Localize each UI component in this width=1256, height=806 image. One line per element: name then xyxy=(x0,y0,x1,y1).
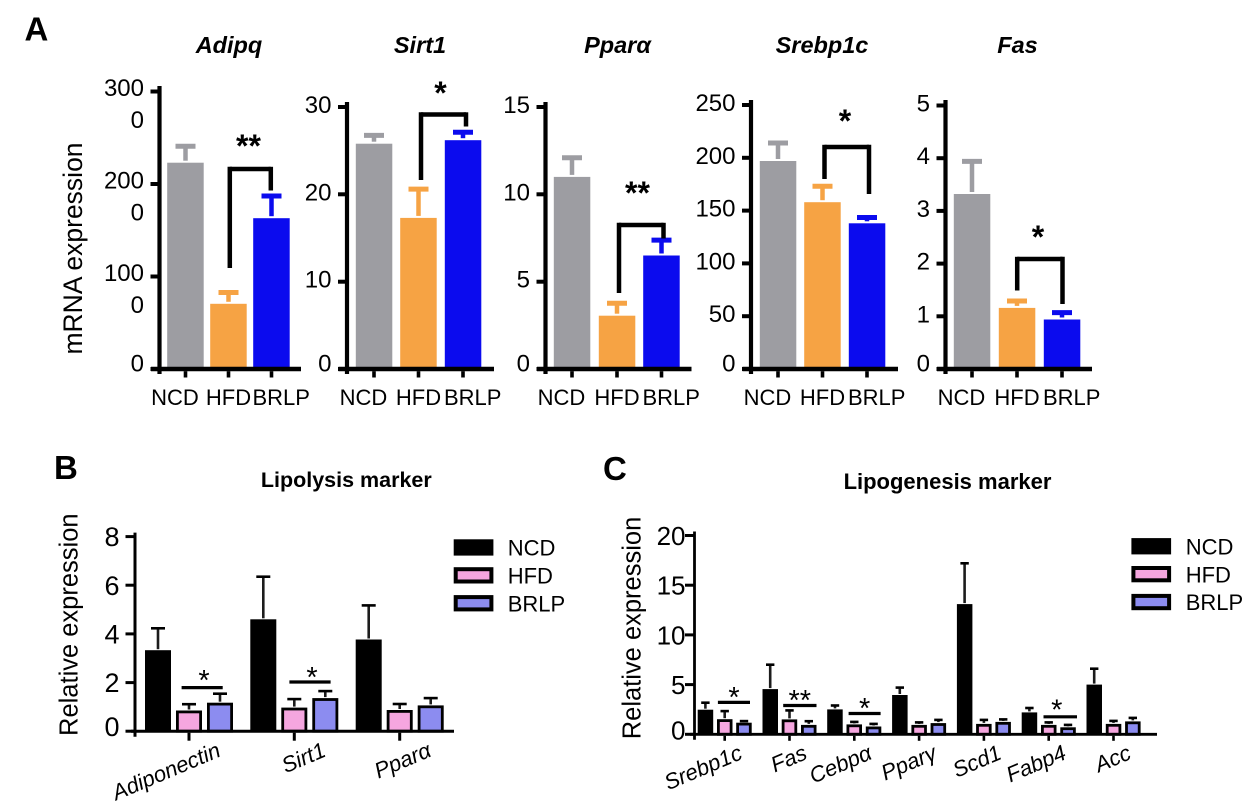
svg-text:mRNA expression: mRNA expression xyxy=(58,142,88,354)
svg-text:*: * xyxy=(198,665,209,697)
svg-text:Adipq: Adipq xyxy=(195,32,263,58)
svg-text:BRLP: BRLP xyxy=(444,385,501,410)
svg-text:5: 5 xyxy=(917,91,930,118)
svg-text:*: * xyxy=(306,662,317,694)
svg-text:HFD: HFD xyxy=(800,385,845,410)
svg-text:0: 0 xyxy=(671,715,685,745)
svg-text:10: 10 xyxy=(503,179,530,206)
svg-text:HFD: HFD xyxy=(206,385,251,410)
svg-text:30: 30 xyxy=(305,92,332,119)
svg-text:0: 0 xyxy=(517,351,530,378)
svg-text:5: 5 xyxy=(671,670,685,700)
svg-text:NCD: NCD xyxy=(1186,534,1234,559)
svg-text:0: 0 xyxy=(131,351,144,378)
svg-text:20: 20 xyxy=(657,521,686,551)
svg-text:0: 0 xyxy=(131,107,144,134)
svg-text:Sirt1: Sirt1 xyxy=(394,32,446,58)
svg-text:8: 8 xyxy=(104,522,119,552)
svg-text:*: * xyxy=(1032,219,1045,255)
svg-text:10: 10 xyxy=(657,620,686,650)
svg-text:100: 100 xyxy=(695,248,735,275)
svg-text:10: 10 xyxy=(305,267,332,294)
svg-text:NCD: NCD xyxy=(744,385,792,410)
svg-text:B: B xyxy=(54,449,78,486)
svg-text:**: ** xyxy=(789,685,812,717)
svg-text:0: 0 xyxy=(318,351,331,378)
svg-text:200: 200 xyxy=(695,143,735,170)
svg-text:*: * xyxy=(434,75,447,111)
svg-text:C: C xyxy=(603,450,627,487)
svg-text:50: 50 xyxy=(709,301,736,328)
svg-text:15: 15 xyxy=(657,571,686,601)
svg-text:A: A xyxy=(25,11,49,48)
svg-text:300: 300 xyxy=(104,75,144,102)
svg-text:0: 0 xyxy=(104,712,119,742)
svg-text:NCD: NCD xyxy=(508,536,556,561)
svg-text:NCD: NCD xyxy=(151,385,199,410)
svg-text:Srebp1c: Srebp1c xyxy=(776,32,869,58)
svg-text:0: 0 xyxy=(722,351,735,378)
svg-text:Fas: Fas xyxy=(997,32,1038,58)
svg-text:100: 100 xyxy=(104,260,144,287)
svg-text:1: 1 xyxy=(917,301,930,328)
svg-text:2: 2 xyxy=(104,668,119,698)
svg-text:*: * xyxy=(859,693,870,725)
svg-text:HFD: HFD xyxy=(396,385,441,410)
svg-text:15: 15 xyxy=(503,92,530,119)
svg-text:3: 3 xyxy=(917,196,930,223)
svg-text:**: ** xyxy=(236,128,261,164)
svg-text:0: 0 xyxy=(131,200,144,227)
svg-text:4: 4 xyxy=(104,619,119,649)
svg-text:NCD: NCD xyxy=(538,385,586,410)
svg-text:NCD: NCD xyxy=(340,385,388,410)
svg-text:HFD: HFD xyxy=(1186,562,1231,587)
svg-text:BRLP: BRLP xyxy=(252,385,309,410)
svg-text:Lipogenesis marker: Lipogenesis marker xyxy=(844,469,1052,494)
svg-text:NCD: NCD xyxy=(938,385,986,410)
svg-text:*: * xyxy=(728,682,739,714)
svg-text:6: 6 xyxy=(104,571,119,601)
svg-text:200: 200 xyxy=(104,168,144,195)
svg-text:4: 4 xyxy=(917,143,930,170)
svg-text:2: 2 xyxy=(917,249,930,276)
svg-text:HFD: HFD xyxy=(508,564,553,589)
svg-text:HFD: HFD xyxy=(994,385,1039,410)
svg-text:150: 150 xyxy=(695,196,735,223)
svg-text:5: 5 xyxy=(517,267,530,294)
svg-text:Lipolysis marker: Lipolysis marker xyxy=(261,468,433,492)
svg-text:250: 250 xyxy=(695,90,735,117)
svg-text:BRLP: BRLP xyxy=(848,385,905,410)
svg-text:0: 0 xyxy=(917,351,930,378)
svg-text:BRLP: BRLP xyxy=(1186,590,1243,615)
svg-text:BRLP: BRLP xyxy=(508,591,565,616)
svg-text:BRLP: BRLP xyxy=(642,385,699,410)
svg-text:Relative expression: Relative expression xyxy=(56,513,84,736)
svg-text:HFD: HFD xyxy=(594,385,639,410)
svg-text:*: * xyxy=(839,103,852,139)
svg-text:Pparα: Pparα xyxy=(584,32,652,58)
svg-text:*: * xyxy=(1051,695,1062,727)
svg-text:20: 20 xyxy=(305,179,332,206)
svg-text:BRLP: BRLP xyxy=(1043,385,1100,410)
svg-text:**: ** xyxy=(625,175,650,211)
svg-text:0: 0 xyxy=(131,292,144,319)
svg-text:Relative expression: Relative expression xyxy=(618,517,646,740)
